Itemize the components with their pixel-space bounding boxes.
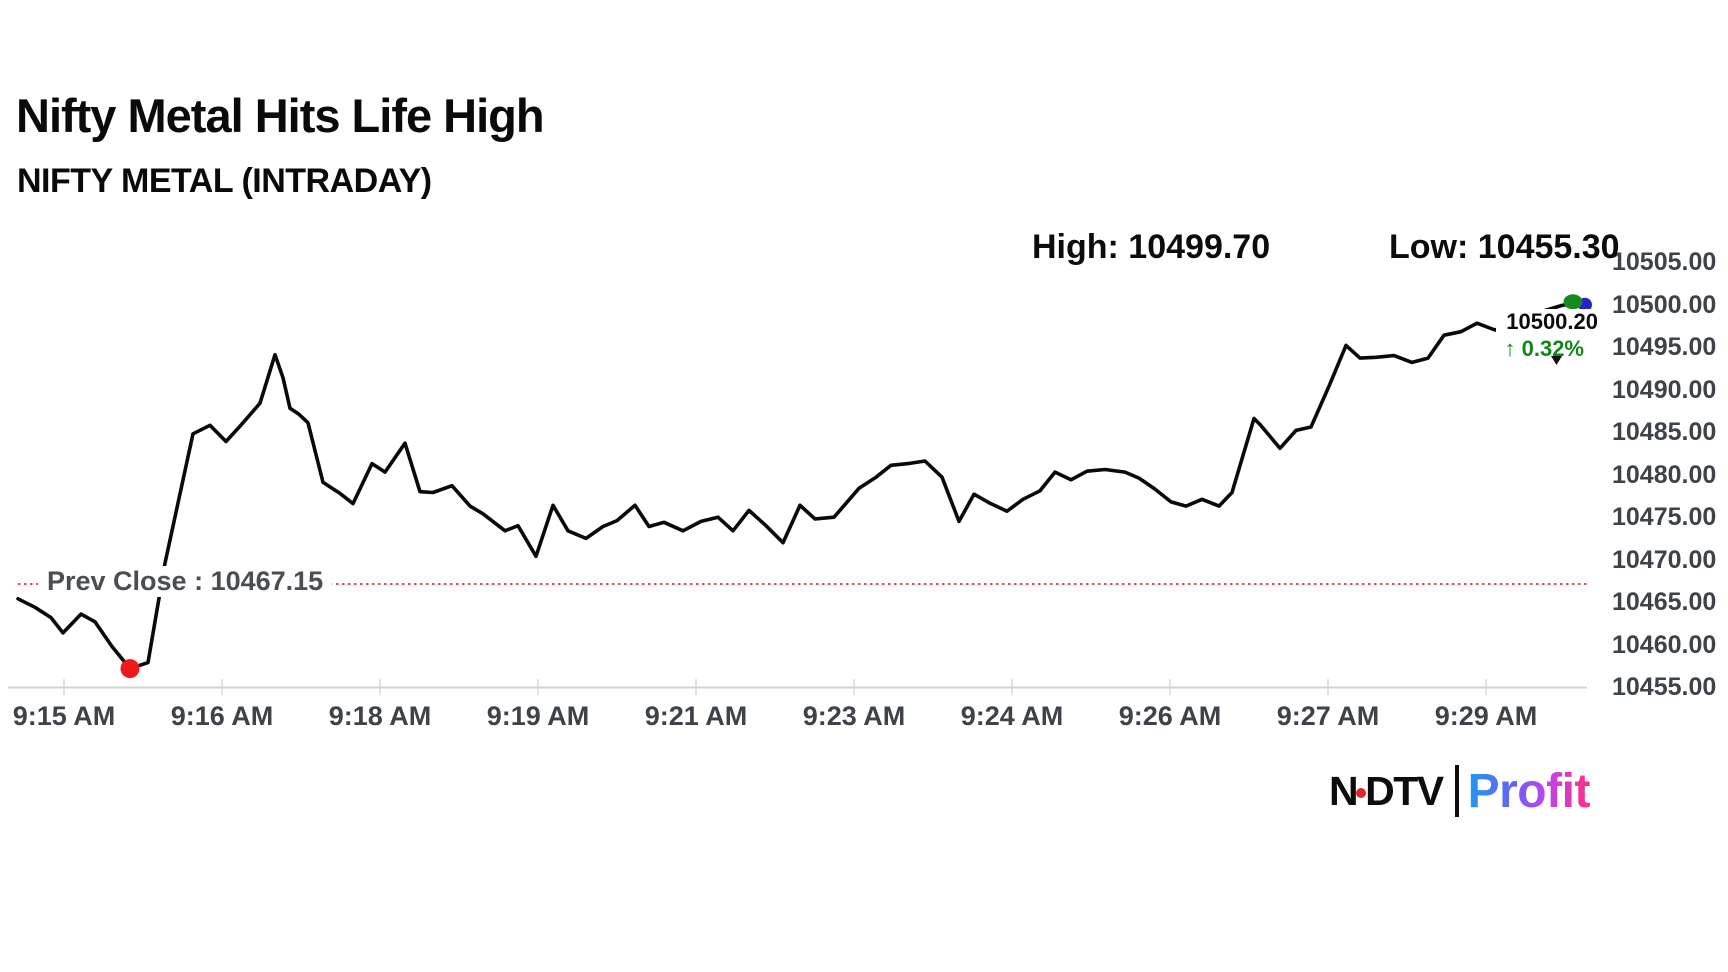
x-tick-label: 9:18 AM (328, 701, 432, 731)
x-tick-label: 9:29 AM (1434, 701, 1538, 731)
y-tick-label: 10455.00 (1612, 673, 1717, 701)
y-tick-label: 10505.00 (1612, 248, 1717, 276)
prev-close-label: Prev Close : 10467.15 (38, 566, 333, 597)
y-tick-label: 10495.00 (1612, 333, 1717, 361)
last-price-label: 10500.20 (1496, 309, 1598, 335)
page-title: Nifty Metal Hits Life High (16, 89, 545, 142)
ndtv-red-dot-icon (1356, 788, 1367, 798)
stat-low: Low: 10455.30 (1389, 228, 1620, 266)
x-tick-label: 9:24 AM (960, 701, 1064, 731)
ndtv-letter-n: N (1329, 767, 1359, 814)
x-tick-label: 9:27 AM (1276, 701, 1380, 731)
x-tick-label: 9:26 AM (1118, 701, 1222, 731)
change-percent-label: ↑ 0.32% (1504, 336, 1585, 361)
y-tick-label: 10475.00 (1612, 503, 1717, 531)
y-tick-label: 10465.00 (1612, 588, 1717, 616)
x-tick-label: 9:19 AM (486, 701, 590, 731)
y-tick-label: 10500.00 (1612, 291, 1717, 319)
price-line (16, 300, 1580, 671)
logo-separator-bar (1454, 765, 1459, 817)
ndtv-letters-dtv: DTV (1365, 767, 1444, 814)
y-tick-label: 10485.00 (1612, 418, 1717, 446)
session-low-marker-dot (120, 659, 140, 679)
y-tick-label: 10480.00 (1612, 461, 1717, 489)
ndtv-profit-logo: N DTV Profit (1329, 763, 1590, 819)
ndtv-wordmark: N DTV (1329, 767, 1444, 815)
y-tick-label: 10470.00 (1612, 546, 1717, 574)
y-tick-label: 10490.00 (1612, 376, 1717, 404)
x-tick-label: 9:15 AM (12, 701, 116, 731)
last-point-green-marker (1563, 294, 1583, 310)
profit-wordmark: Profit (1467, 764, 1591, 818)
stat-high: High: 10499.70 (1032, 228, 1271, 266)
cursor-caret-icon (1551, 356, 1562, 365)
x-tick-label: 9:23 AM (802, 701, 906, 731)
x-tick-label: 9:16 AM (170, 701, 274, 731)
chart-subtitle: NIFTY METAL (INTRADAY) (17, 162, 432, 200)
y-tick-label: 10460.00 (1612, 631, 1717, 659)
x-tick-label: 9:21 AM (644, 701, 748, 731)
